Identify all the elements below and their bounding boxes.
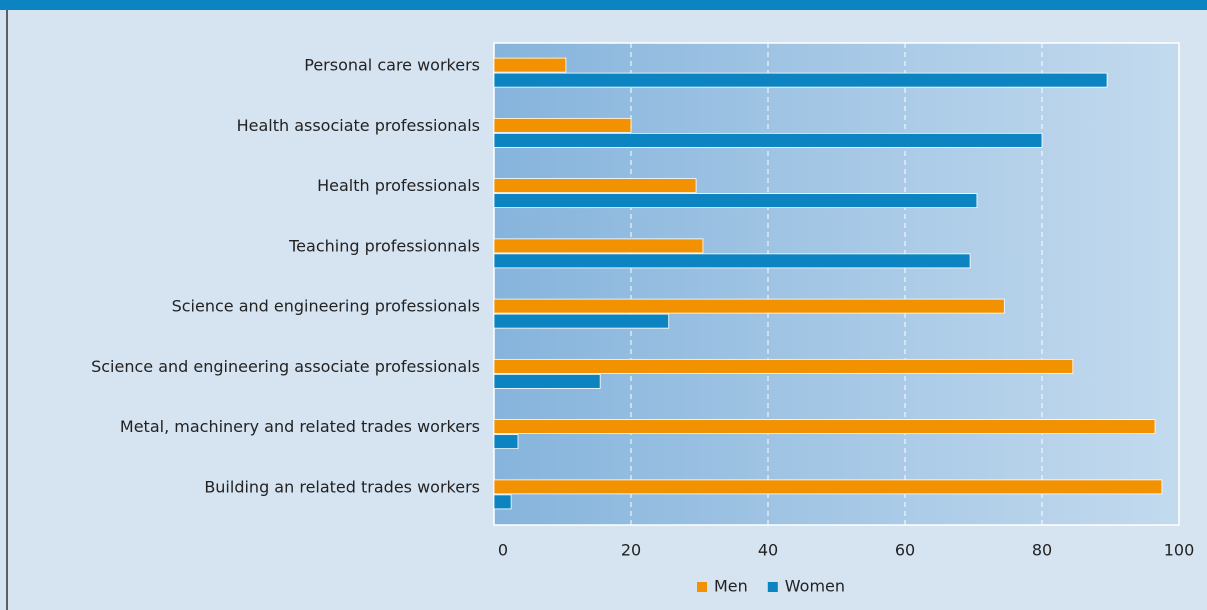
y-tick-label: Science and engineering professionals bbox=[172, 297, 480, 316]
bar bbox=[493, 238, 704, 254]
x-tick-label: 40 bbox=[758, 541, 778, 560]
x-tick-label: 20 bbox=[621, 541, 641, 560]
bar bbox=[493, 313, 670, 329]
bar bbox=[493, 72, 1108, 88]
legend-swatch bbox=[697, 582, 707, 592]
y-tick-label: Science and engineering associate profes… bbox=[91, 357, 480, 376]
y-tick-label: Health associate professionals bbox=[237, 116, 480, 135]
y-tick-label: Personal care workers bbox=[304, 56, 480, 75]
x-tick-label: 0 bbox=[498, 541, 508, 560]
bar bbox=[493, 253, 971, 269]
y-tick-label: Metal, machinery and related trades work… bbox=[120, 417, 480, 436]
x-tick-label: 100 bbox=[1164, 541, 1195, 560]
legend-swatch bbox=[767, 582, 778, 592]
bar bbox=[493, 57, 567, 73]
bar bbox=[493, 298, 1005, 314]
bar bbox=[493, 479, 1163, 495]
y-tick-label: Building an related trades workers bbox=[204, 477, 480, 496]
bar bbox=[493, 494, 512, 510]
plot-area bbox=[493, 42, 1180, 526]
bar bbox=[493, 373, 601, 389]
x-tick-label: 60 bbox=[895, 541, 915, 560]
bar bbox=[493, 132, 1043, 148]
bar bbox=[493, 178, 697, 194]
y-tick-label: Teaching professionnals bbox=[288, 236, 480, 255]
bar bbox=[493, 419, 1156, 435]
bar bbox=[493, 193, 978, 209]
bar bbox=[493, 358, 1074, 374]
legend-label: Women bbox=[785, 577, 845, 596]
legend-label: Men bbox=[714, 577, 748, 596]
bar bbox=[493, 434, 519, 450]
x-tick-label: 80 bbox=[1032, 541, 1052, 560]
top-band bbox=[0, 0, 1207, 10]
bar bbox=[493, 117, 632, 133]
y-tick-label: Health professionals bbox=[317, 176, 480, 195]
